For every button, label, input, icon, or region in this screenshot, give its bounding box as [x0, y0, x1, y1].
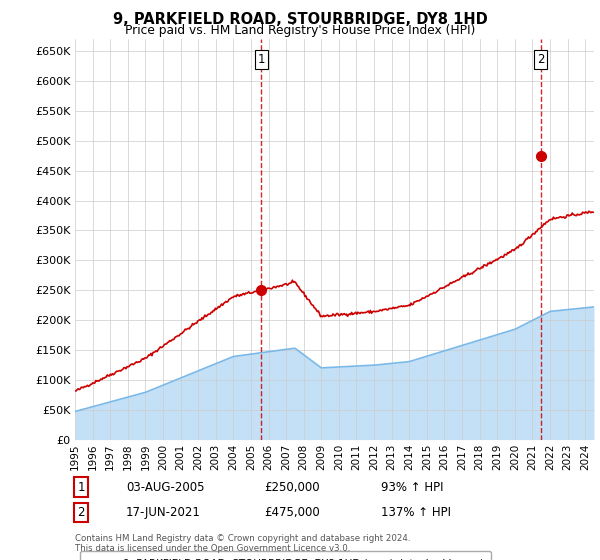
Text: 1: 1 [257, 53, 265, 66]
Text: 2: 2 [537, 53, 544, 66]
Text: 2: 2 [77, 506, 85, 519]
Text: 1: 1 [77, 480, 85, 494]
Text: Contains HM Land Registry data © Crown copyright and database right 2024.
This d: Contains HM Land Registry data © Crown c… [75, 534, 410, 553]
Text: 93% ↑ HPI: 93% ↑ HPI [381, 480, 443, 494]
Text: £250,000: £250,000 [264, 480, 320, 494]
Text: 137% ↑ HPI: 137% ↑ HPI [381, 506, 451, 519]
Text: 17-JUN-2021: 17-JUN-2021 [126, 506, 201, 519]
Text: Price paid vs. HM Land Registry's House Price Index (HPI): Price paid vs. HM Land Registry's House … [125, 24, 475, 37]
Text: 03-AUG-2005: 03-AUG-2005 [126, 480, 205, 494]
Text: 9, PARKFIELD ROAD, STOURBRIDGE, DY8 1HD: 9, PARKFIELD ROAD, STOURBRIDGE, DY8 1HD [113, 12, 487, 27]
Text: £475,000: £475,000 [264, 506, 320, 519]
Legend: 9, PARKFIELD ROAD, STOURBRIDGE, DY8 1HD (semi-detached house), HPI: Average pric: 9, PARKFIELD ROAD, STOURBRIDGE, DY8 1HD … [80, 551, 491, 560]
